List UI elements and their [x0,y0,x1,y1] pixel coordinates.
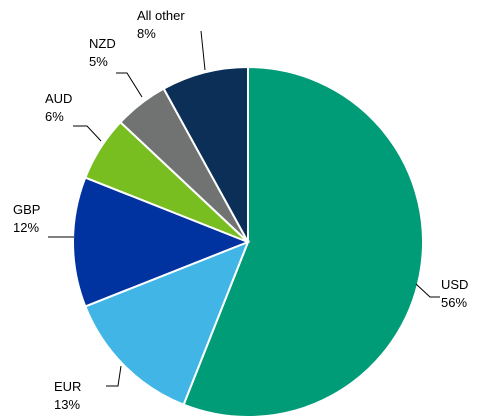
slice-label: USD [441,277,468,292]
leader-line [200,30,206,71]
slice-value-label: 6% [45,109,64,124]
slice-value-label: 13% [54,397,80,412]
slice-label: All other [137,8,185,23]
slice-label: AUD [45,91,72,106]
leader-line [116,72,143,98]
slice-value-label: 12% [13,220,39,235]
leader-line [415,283,440,298]
slice-label: NZD [89,36,116,51]
slice-label: GBP [13,202,40,217]
pie-slice [72,176,251,308]
pie-slice [162,65,249,243]
pie-slice [83,240,250,407]
pie-slice [182,65,424,418]
leader-line [106,365,122,387]
slice-value-label: 5% [89,54,108,69]
slice-label: EUR [54,379,81,394]
slice-value-label: 56% [441,295,467,310]
leader-line [73,125,102,142]
slice-value-label: 8% [137,26,156,41]
